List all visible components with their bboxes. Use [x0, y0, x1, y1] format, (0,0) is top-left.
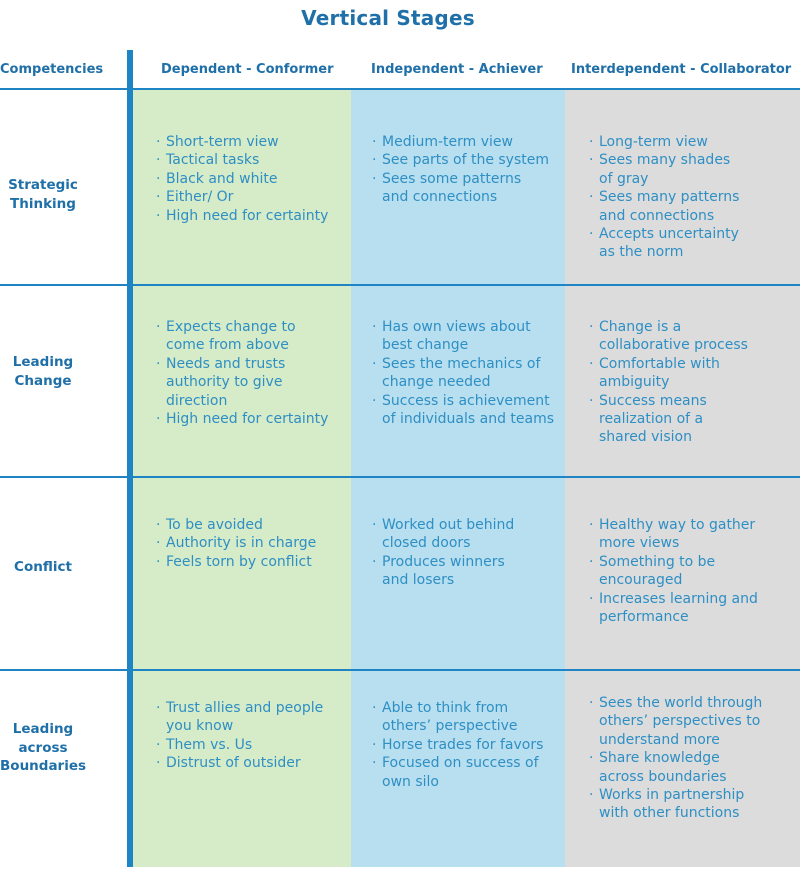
- header-dependent-conformer: Dependent - Conformer: [161, 62, 334, 77]
- list-item: Produces winners and losers: [372, 553, 562, 590]
- cell-strategic-thinking-independent: Medium-term viewSee parts of the systemS…: [372, 133, 562, 207]
- list-item: High need for certainty: [156, 410, 346, 429]
- cell-leading-across-boundaries-independent: Able to think from others’ perspectiveHo…: [372, 699, 562, 791]
- list-item: Success is achievement of individuals an…: [372, 392, 562, 429]
- list-item: Something to be encouraged: [589, 553, 794, 590]
- cell-strategic-thinking-interdependent: Long-term viewSees many shades of graySe…: [589, 133, 794, 262]
- header-competencies: Competencies: [0, 62, 104, 77]
- list-item: Short-term view: [156, 133, 346, 152]
- list-item: Tactical tasks: [156, 151, 346, 170]
- cell-leading-change-dependent: Expects change to come from aboveNeeds a…: [156, 318, 346, 429]
- list-item: Expects change to come from above: [156, 318, 346, 355]
- row-label-leading-change: Leading Change: [12, 354, 74, 389]
- list-item: Feels torn by conflict: [156, 553, 346, 572]
- list-item: Distrust of outsider: [156, 754, 346, 773]
- cell-conflict-dependent: To be avoidedAuthority is in chargeFeels…: [156, 516, 346, 572]
- page-title: Vertical Stages: [301, 6, 475, 30]
- list-item: Accepts uncertainty as the norm: [589, 225, 794, 262]
- list-item: Focused on success of own silo: [372, 754, 562, 791]
- list-item: Has own views about best change: [372, 318, 562, 355]
- header-independent-achiever: Independent - Achiever: [371, 62, 543, 77]
- cell-leading-across-boundaries-interdependent: Sees the world through others’ perspecti…: [589, 694, 794, 823]
- cell-leading-across-boundaries-dependent: Trust allies and people you knowThem vs.…: [156, 699, 346, 773]
- cell-conflict-interdependent: Healthy way to gather more viewsSomethin…: [589, 516, 794, 626]
- cell-strategic-thinking-dependent: Short-term viewTactical tasksBlack and w…: [156, 133, 346, 225]
- list-item: Authority is in charge: [156, 534, 346, 553]
- header-interdependent-collaborator: Interdependent - Collaborator: [571, 62, 792, 77]
- list-item: Able to think from others’ perspective: [372, 699, 562, 736]
- list-item: Worked out behind closed doors: [372, 516, 562, 553]
- list-item: Success means realization of a shared vi…: [589, 392, 794, 447]
- list-item: Long-term view: [589, 133, 794, 152]
- list-item: See parts of the system: [372, 151, 562, 170]
- list-item: Works in partnership with other function…: [589, 786, 794, 823]
- row-divider: [0, 669, 800, 671]
- row-label-leading-across-boundaries: Leading across Boundaries: [0, 721, 87, 774]
- list-item: Sees the world through others’ perspecti…: [589, 694, 794, 749]
- row-divider: [0, 284, 800, 286]
- row-label-conflict: Conflict: [14, 559, 72, 575]
- list-item: Sees many shades of gray: [589, 151, 794, 188]
- list-item: Them vs. Us: [156, 736, 346, 755]
- list-item: Comfortable with ambiguity: [589, 355, 794, 392]
- list-item: Healthy way to gather more views: [589, 516, 794, 553]
- list-item: Sees some patterns and connections: [372, 170, 562, 207]
- label-column-divider: [127, 50, 133, 867]
- list-item: Trust allies and people you know: [156, 699, 346, 736]
- list-item: Either/ Or: [156, 188, 346, 207]
- cell-conflict-independent: Worked out behind closed doorsProduces w…: [372, 516, 562, 590]
- header-divider: [0, 88, 800, 90]
- list-item: Needs and trusts authority to give direc…: [156, 355, 346, 410]
- cell-leading-change-independent: Has own views about best changeSees the …: [372, 318, 562, 428]
- list-item: Sees the mechanics of change needed: [372, 355, 562, 392]
- list-item: Medium-term view: [372, 133, 562, 152]
- list-item: Change is a collaborative process: [589, 318, 794, 355]
- list-item: Horse trades for favors: [372, 736, 562, 755]
- list-item: High need for certainty: [156, 207, 346, 226]
- list-item: Increases learning and performance: [589, 590, 794, 627]
- list-item: Black and white: [156, 170, 346, 189]
- cell-leading-change-interdependent: Change is a collaborative processComfort…: [589, 318, 794, 447]
- row-divider: [0, 476, 800, 478]
- list-item: Sees many patterns and connections: [589, 188, 794, 225]
- row-label-strategic-thinking: Strategic Thinking: [8, 177, 78, 212]
- list-item: Share knowledge across boundaries: [589, 749, 794, 786]
- list-item: To be avoided: [156, 516, 346, 535]
